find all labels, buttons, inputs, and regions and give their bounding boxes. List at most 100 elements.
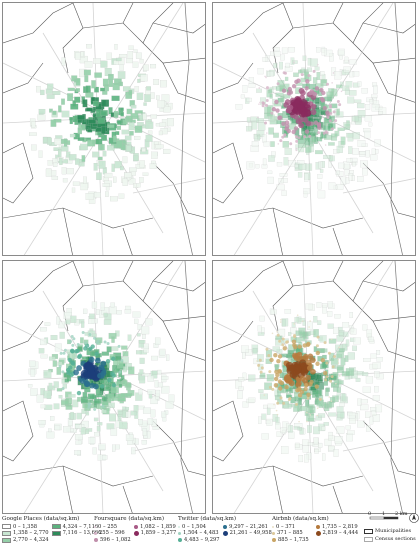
density-point [340, 90, 343, 93]
census-section [80, 143, 88, 151]
census-section [134, 86, 139, 92]
legend-item: 0 – 371 [272, 524, 313, 531]
census-section [313, 437, 319, 445]
census-section [50, 335, 58, 341]
census-section [346, 132, 354, 138]
density-point [302, 353, 309, 360]
census-section [96, 426, 101, 432]
census-section [298, 400, 302, 405]
census-section [77, 127, 83, 135]
density-point [279, 139, 283, 143]
coastline [390, 3, 403, 255]
census-section [242, 85, 248, 93]
census-section [66, 168, 74, 175]
census-section [246, 97, 252, 102]
census-section [281, 446, 289, 455]
census-section [118, 383, 123, 388]
census-section [61, 145, 69, 152]
census-section [310, 58, 318, 67]
census-section [103, 319, 112, 325]
legend-label: Municipalities [375, 528, 412, 534]
density-point [308, 326, 310, 328]
census-section [369, 99, 374, 104]
census-section [363, 358, 371, 362]
census-section [368, 336, 374, 342]
density-point [299, 375, 306, 382]
census-section [138, 339, 146, 344]
density-point [286, 91, 292, 96]
census-section [235, 104, 243, 110]
census-section [127, 51, 134, 60]
census-section [365, 150, 370, 158]
density-point [286, 128, 291, 134]
census-section [94, 432, 100, 437]
density-point [88, 372, 96, 380]
census-section [139, 375, 146, 384]
density-point [307, 353, 314, 360]
density-point [76, 365, 82, 371]
legend-dot [272, 525, 274, 528]
census-section [121, 140, 126, 144]
density-point [293, 322, 296, 325]
density-point [319, 96, 325, 102]
census-section [83, 308, 88, 314]
density-point [320, 358, 325, 363]
census-section [261, 433, 269, 440]
census-section [266, 374, 274, 382]
density-point [265, 99, 269, 103]
census-section [157, 100, 165, 108]
census-section [142, 113, 147, 120]
density-point [314, 384, 319, 389]
census-section [95, 138, 103, 145]
census-section [338, 162, 345, 169]
map-panel-google-places [2, 2, 206, 256]
census-section [147, 130, 153, 135]
legend-label: Census sections [375, 536, 416, 542]
legend-item: 1,735 – 2,819 [315, 524, 362, 531]
census-section [140, 74, 148, 82]
census-section [343, 122, 351, 128]
legend-dot [272, 538, 276, 543]
density-point [93, 383, 99, 390]
census-section [316, 302, 322, 308]
census-section [242, 351, 246, 359]
census-section [298, 147, 305, 153]
census-section [359, 151, 366, 155]
density-point [303, 135, 307, 139]
census-section [61, 400, 69, 405]
census-section [91, 97, 96, 102]
census-section [135, 52, 142, 59]
census-section [307, 321, 313, 330]
density-point [300, 98, 308, 107]
legend-item: 4,324 – 7,116 [51, 524, 102, 531]
map-panel-airbnb [212, 260, 416, 514]
legend-label: 255 – 596 [99, 530, 125, 537]
census-section [145, 121, 154, 129]
coastline [180, 261, 193, 513]
census-section [261, 164, 268, 169]
census-section [259, 315, 265, 322]
census-section [77, 397, 81, 402]
census-section [308, 163, 313, 171]
census-section [364, 115, 372, 122]
legend-item: 7,116 – 13,666 [51, 530, 102, 537]
census-section [365, 376, 374, 384]
legend-dot [178, 538, 182, 543]
density-point [303, 386, 308, 392]
density-point [279, 318, 282, 321]
census-section [345, 81, 353, 88]
census-section [40, 338, 47, 346]
density-point [318, 397, 322, 401]
census-section [44, 322, 51, 326]
census-section [141, 440, 147, 445]
density-point [308, 134, 312, 138]
census-section [284, 309, 292, 314]
census-section [334, 436, 343, 444]
census-section [285, 62, 290, 68]
census-section [67, 93, 74, 102]
density-point [84, 380, 91, 387]
density-point [331, 127, 335, 131]
map-google-places [3, 3, 205, 255]
density-point [278, 115, 283, 120]
census-section [48, 428, 52, 433]
